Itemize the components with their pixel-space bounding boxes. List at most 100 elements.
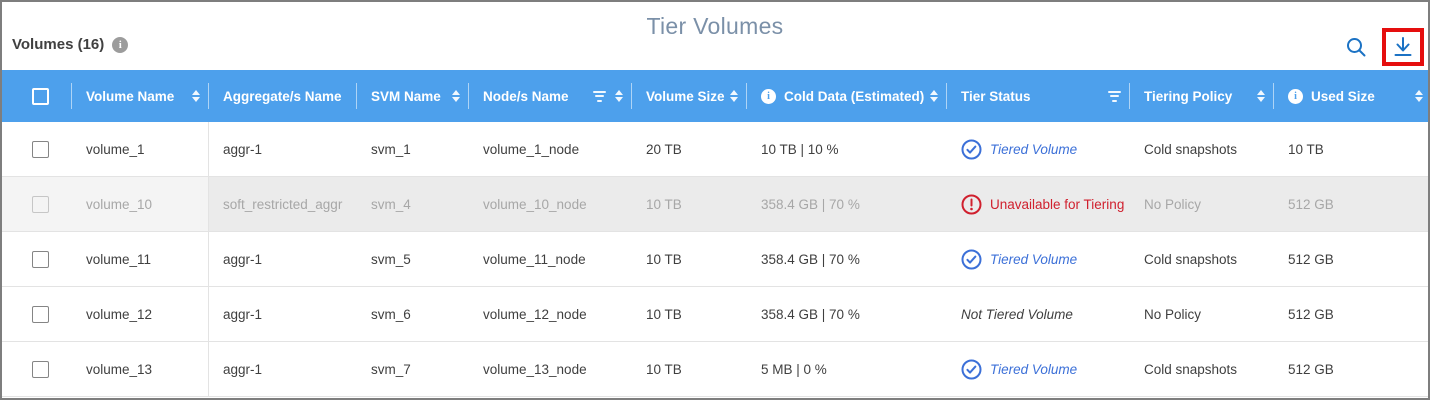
cell-used: 10 TB [1274,122,1428,176]
tier-status-label: Tiered Volume [990,361,1078,377]
column-label: Used Size [1311,88,1375,104]
cell-value: 10 TB | 10 % [761,141,839,157]
cell-node: volume_11_node [469,232,632,286]
cell-value: aggr-1 [223,361,263,377]
column-header-size[interactable]: Volume Size [632,70,747,122]
cell-value: 358.4 GB | 70 % [761,196,860,212]
cell-node: volume_10_node [469,177,632,231]
column-label: Tiering Policy [1144,88,1233,104]
volumes-count-row: Volumes (16) i [12,36,129,53]
column-divider [468,83,469,109]
cell-name: volume_13 [72,342,209,396]
table-row: volume_10 soft_restricted_aggr svm_4 volume… [2,177,1428,232]
cell-aggregate: soft_restricted_aggr [209,177,357,231]
info-icon[interactable]: i [1288,88,1303,104]
tier-status-label: Tiered Volume [990,251,1078,267]
cell-value: 10 TB [1288,141,1324,157]
info-icon[interactable]: i [112,36,129,53]
cell-policy: No Policy [1130,177,1274,231]
tier-status-label: Not Tiered Volume [961,306,1073,322]
column-label: Volume Size [646,88,725,104]
cell-value: svm_6 [371,306,411,322]
header-icons [1415,90,1428,102]
cell-cold: 5 MB | 0 % [747,342,947,396]
cell-policy: No Policy [1130,287,1274,341]
info-icon[interactable]: i [761,88,776,104]
header-icons [593,90,632,102]
cell-value: aggr-1 [223,141,263,157]
cell-svm: svm_1 [357,122,469,176]
row-checkbox-cell [2,232,72,286]
cell-value: volume_10_node [483,196,587,212]
cell-value: 10 TB [646,196,682,212]
tier-status-label: Unavailable for Tiering [990,196,1125,212]
column-label: Volume Name [86,88,175,104]
cell-cold: 358.4 GB | 70 % [747,177,947,231]
table-row: volume_13 aggr-1 svm_7 volume_13_node 10 TB 5… [2,342,1428,397]
sort-icon[interactable] [730,90,738,102]
cell-value: 512 GB [1288,361,1334,377]
column-header-status[interactable]: Tier Status [947,70,1130,122]
cell-value: svm_4 [371,196,411,212]
cell-value: No Policy [1144,196,1202,212]
cell-name: volume_10 [72,177,209,231]
column-header-policy[interactable]: Tiering Policy [1130,70,1274,122]
table-body: volume_1 aggr-1 svm_1 volume_1_node 20 TB 10 … [2,122,1428,397]
column-divider [208,83,209,109]
row-checkbox[interactable] [32,250,49,268]
header-icons [1108,90,1130,102]
cell-value: Cold snapshots [1144,251,1238,267]
cell-value: volume_11_node [483,251,586,267]
cell-used: 512 GB [1274,232,1428,286]
cell-used: 512 GB [1274,342,1428,396]
filter-icon[interactable] [1108,90,1121,102]
row-checkbox[interactable] [32,140,49,158]
download-icon[interactable] [1392,35,1414,59]
sort-icon[interactable] [615,90,623,102]
row-checkbox [32,195,49,213]
column-label: Aggregate/s Name [223,88,342,104]
cell-value: 5 MB | 0 % [761,361,827,377]
sort-icon[interactable] [1415,90,1423,102]
row-checkbox[interactable] [32,305,49,323]
cell-svm: svm_6 [357,287,469,341]
sort-icon[interactable] [1257,90,1265,102]
tier-status: Tiered Volume [961,139,1077,160]
cell-size: 10 TB [632,342,747,396]
cell-used: 512 GB [1274,177,1428,231]
row-checkbox-cell [2,122,72,176]
cell-policy: Cold snapshots [1130,122,1274,176]
row-checkbox[interactable] [32,360,49,378]
column-header-aggregate[interactable]: Aggregate/s Name [209,70,357,122]
cell-value: svm_7 [371,361,411,377]
column-header-svm[interactable]: SVM Name [357,70,469,122]
cell-value: 10 TB [646,361,682,377]
cell-value: Cold snapshots [1144,361,1238,377]
toolbar [1344,28,1424,66]
sort-icon[interactable] [192,90,200,102]
cell-tier-status: Not Tiered Volume [947,287,1130,341]
tier-status: Tiered Volume [961,359,1077,380]
column-header-name[interactable]: Volume Name [72,70,209,122]
cell-aggregate: aggr-1 [209,232,357,286]
sort-icon[interactable] [930,90,938,102]
column-header-cold[interactable]: i Cold Data (Estimated) [747,70,947,122]
cell-aggregate: aggr-1 [209,287,357,341]
cell-value: volume_11 [86,251,152,267]
cell-cold: 10 TB | 10 % [747,122,947,176]
cell-value: volume_1 [86,141,145,157]
cell-value: 20 TB [646,141,682,157]
table-row: volume_12 aggr-1 svm_6 volume_12_node 10 TB 3… [2,287,1428,342]
sort-icon[interactable] [452,90,460,102]
cell-value: svm_1 [371,141,411,157]
cell-name: volume_11 [72,232,209,286]
select-all-checkbox[interactable] [32,87,49,105]
column-header-node[interactable]: Node/s Name [469,70,632,122]
search-icon[interactable] [1344,35,1368,59]
column-header-used[interactable]: i Used Size [1274,70,1428,122]
table-row: volume_1 aggr-1 svm_1 volume_1_node 20 TB 10 … [2,122,1428,177]
column-label: Cold Data (Estimated) [784,88,925,104]
filter-icon[interactable] [593,90,606,102]
row-checkbox-cell [2,287,72,341]
cell-value: volume_10 [86,196,153,212]
